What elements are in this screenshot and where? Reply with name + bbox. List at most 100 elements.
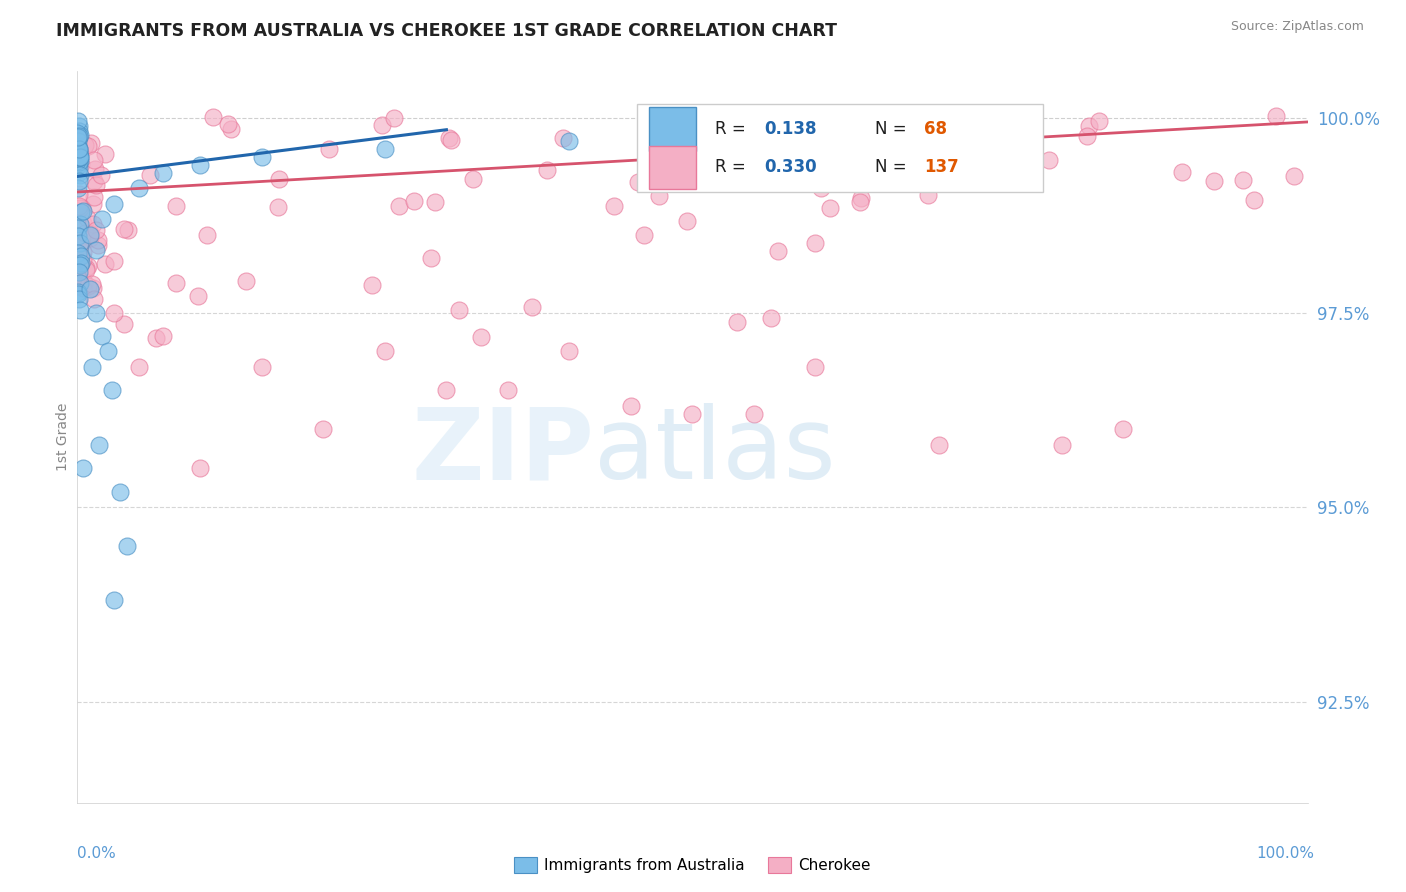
Text: N =: N = [875,120,911,138]
Point [83,162,105,177]
Text: 0.138: 0.138 [763,120,817,138]
Point [103,254,125,268]
Point [165,199,187,213]
Point [988,150,1011,164]
Point [217,117,239,131]
Point [115,539,138,553]
Point [1232,172,1254,186]
Point [1038,153,1060,167]
Point [69,156,91,170]
Point [112,222,135,236]
Point [75,263,97,277]
Point [496,384,519,398]
Point [402,194,425,208]
Point [634,123,657,137]
Point [67,245,90,260]
Point [742,127,765,141]
Point [725,315,748,329]
Point [371,118,394,132]
Point [804,359,827,374]
Point [77,139,100,153]
Point [73,275,96,289]
Point [138,169,160,183]
Point [419,252,441,266]
Point [66,285,89,299]
Point [67,150,90,164]
Point [67,228,90,243]
Point [447,302,470,317]
Point [73,226,96,240]
Point [69,128,91,142]
Point [312,422,335,436]
Point [66,153,89,168]
Point [382,111,405,125]
Point [112,317,135,331]
Point [66,166,89,180]
Point [1243,193,1265,207]
Point [374,344,396,359]
Text: 137: 137 [924,159,959,177]
Point [70,204,93,219]
Point [103,196,125,211]
Point [89,438,111,452]
Point [250,359,273,374]
Point [620,399,643,413]
Point [67,119,90,133]
Point [90,212,114,227]
Text: IMMIGRANTS FROM AUSTRALIA VS CHEROKEE 1ST GRADE CORRELATION CHART: IMMIGRANTS FROM AUSTRALIA VS CHEROKEE 1S… [56,22,837,40]
Text: N =: N = [875,159,911,177]
Point [67,187,90,202]
Point [67,128,90,143]
Point [882,146,904,161]
FancyBboxPatch shape [650,145,696,189]
Point [67,278,90,293]
Point [187,288,209,302]
Text: 0.0%: 0.0% [77,847,117,861]
Point [101,384,124,398]
FancyBboxPatch shape [650,107,696,151]
Point [676,213,699,227]
Point [997,117,1019,131]
Text: R =: R = [714,159,751,177]
Point [79,227,101,241]
Point [87,238,110,252]
Point [1050,438,1073,452]
Point [759,311,782,326]
Point [374,142,396,156]
Point [69,150,91,164]
Point [67,272,90,286]
Point [83,190,105,204]
Point [807,133,830,147]
Point [790,169,813,184]
Point [461,172,484,186]
Point [117,223,139,237]
Point [67,114,90,128]
Point [627,176,650,190]
Point [1088,114,1111,128]
Point [808,160,831,174]
Point [79,226,101,240]
Point [849,191,872,205]
Point [67,153,90,168]
Point [72,280,94,294]
Point [67,240,90,254]
Point [67,129,90,144]
Point [152,329,174,343]
Point [1112,422,1135,436]
Point [69,236,91,251]
Point [901,150,924,164]
Point [520,300,543,314]
Point [69,257,91,271]
Point [86,178,108,192]
Point [82,217,104,231]
Point [77,278,100,293]
Point [66,151,89,165]
Point [76,211,98,225]
Point [67,143,90,157]
Point [696,142,718,156]
Point [90,329,114,343]
Point [165,277,187,291]
Point [818,201,841,215]
Point [1078,119,1101,133]
Point [77,259,100,273]
